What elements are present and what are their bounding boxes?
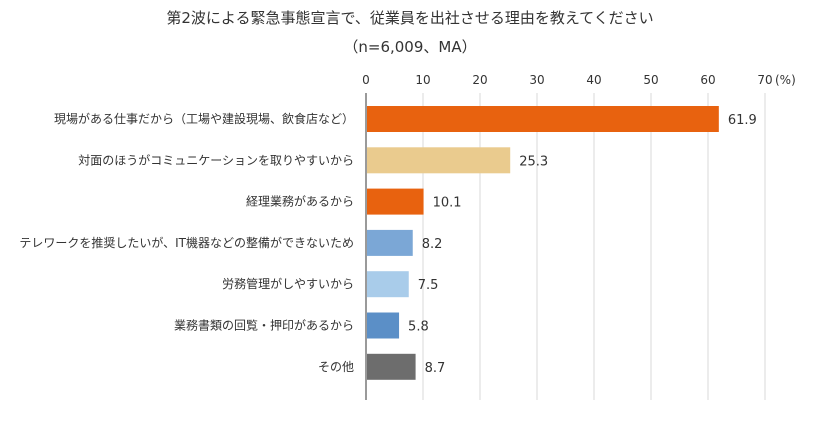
data-label: 10.1 — [433, 196, 462, 211]
bar — [367, 312, 400, 339]
data-label: 25.3 — [519, 154, 548, 169]
data-label: 5.8 — [408, 320, 429, 335]
unit-label: (%) — [775, 73, 796, 87]
x-tick-label: 40 — [586, 73, 601, 87]
bar — [367, 188, 424, 215]
category-label: 経理業務があるから — [246, 194, 354, 209]
data-label: 7.5 — [418, 278, 439, 293]
x-tick-label: 70 — [757, 73, 772, 87]
category-label: その他 — [318, 360, 354, 374]
bar — [367, 271, 409, 298]
category-label: 労務管理がしやすいから — [222, 276, 354, 291]
category-label: 対面のほうがコミュニケーションを取りやすいから — [78, 152, 354, 167]
x-tick-label: 0 — [362, 73, 370, 87]
bar — [367, 353, 416, 380]
x-tick-label: 50 — [643, 73, 658, 87]
bar — [367, 147, 511, 174]
chart-title: 第2波による緊急事態宣言で、従業員を出社させる理由を教えてください — [166, 9, 654, 27]
bar — [367, 229, 413, 256]
x-tick-label: 10 — [415, 73, 430, 87]
category-label: 業務書類の回覧・押印があるから — [174, 318, 354, 333]
data-label: 61.9 — [728, 113, 757, 128]
chart-subtitle: （n=6,009、MA） — [343, 38, 477, 56]
bar — [367, 106, 719, 132]
data-label: 8.2 — [422, 237, 443, 252]
category-label: 現場がある仕事だから（工場や建設現場、飲食店など） — [54, 111, 354, 126]
x-tick-label: 60 — [700, 73, 715, 87]
x-tick-label: 30 — [529, 73, 544, 87]
category-label: テレワークを推奨したいが、IT機器などの整備ができないため — [19, 235, 354, 250]
data-label: 8.7 — [425, 361, 446, 376]
x-tick-label: 20 — [472, 73, 487, 87]
